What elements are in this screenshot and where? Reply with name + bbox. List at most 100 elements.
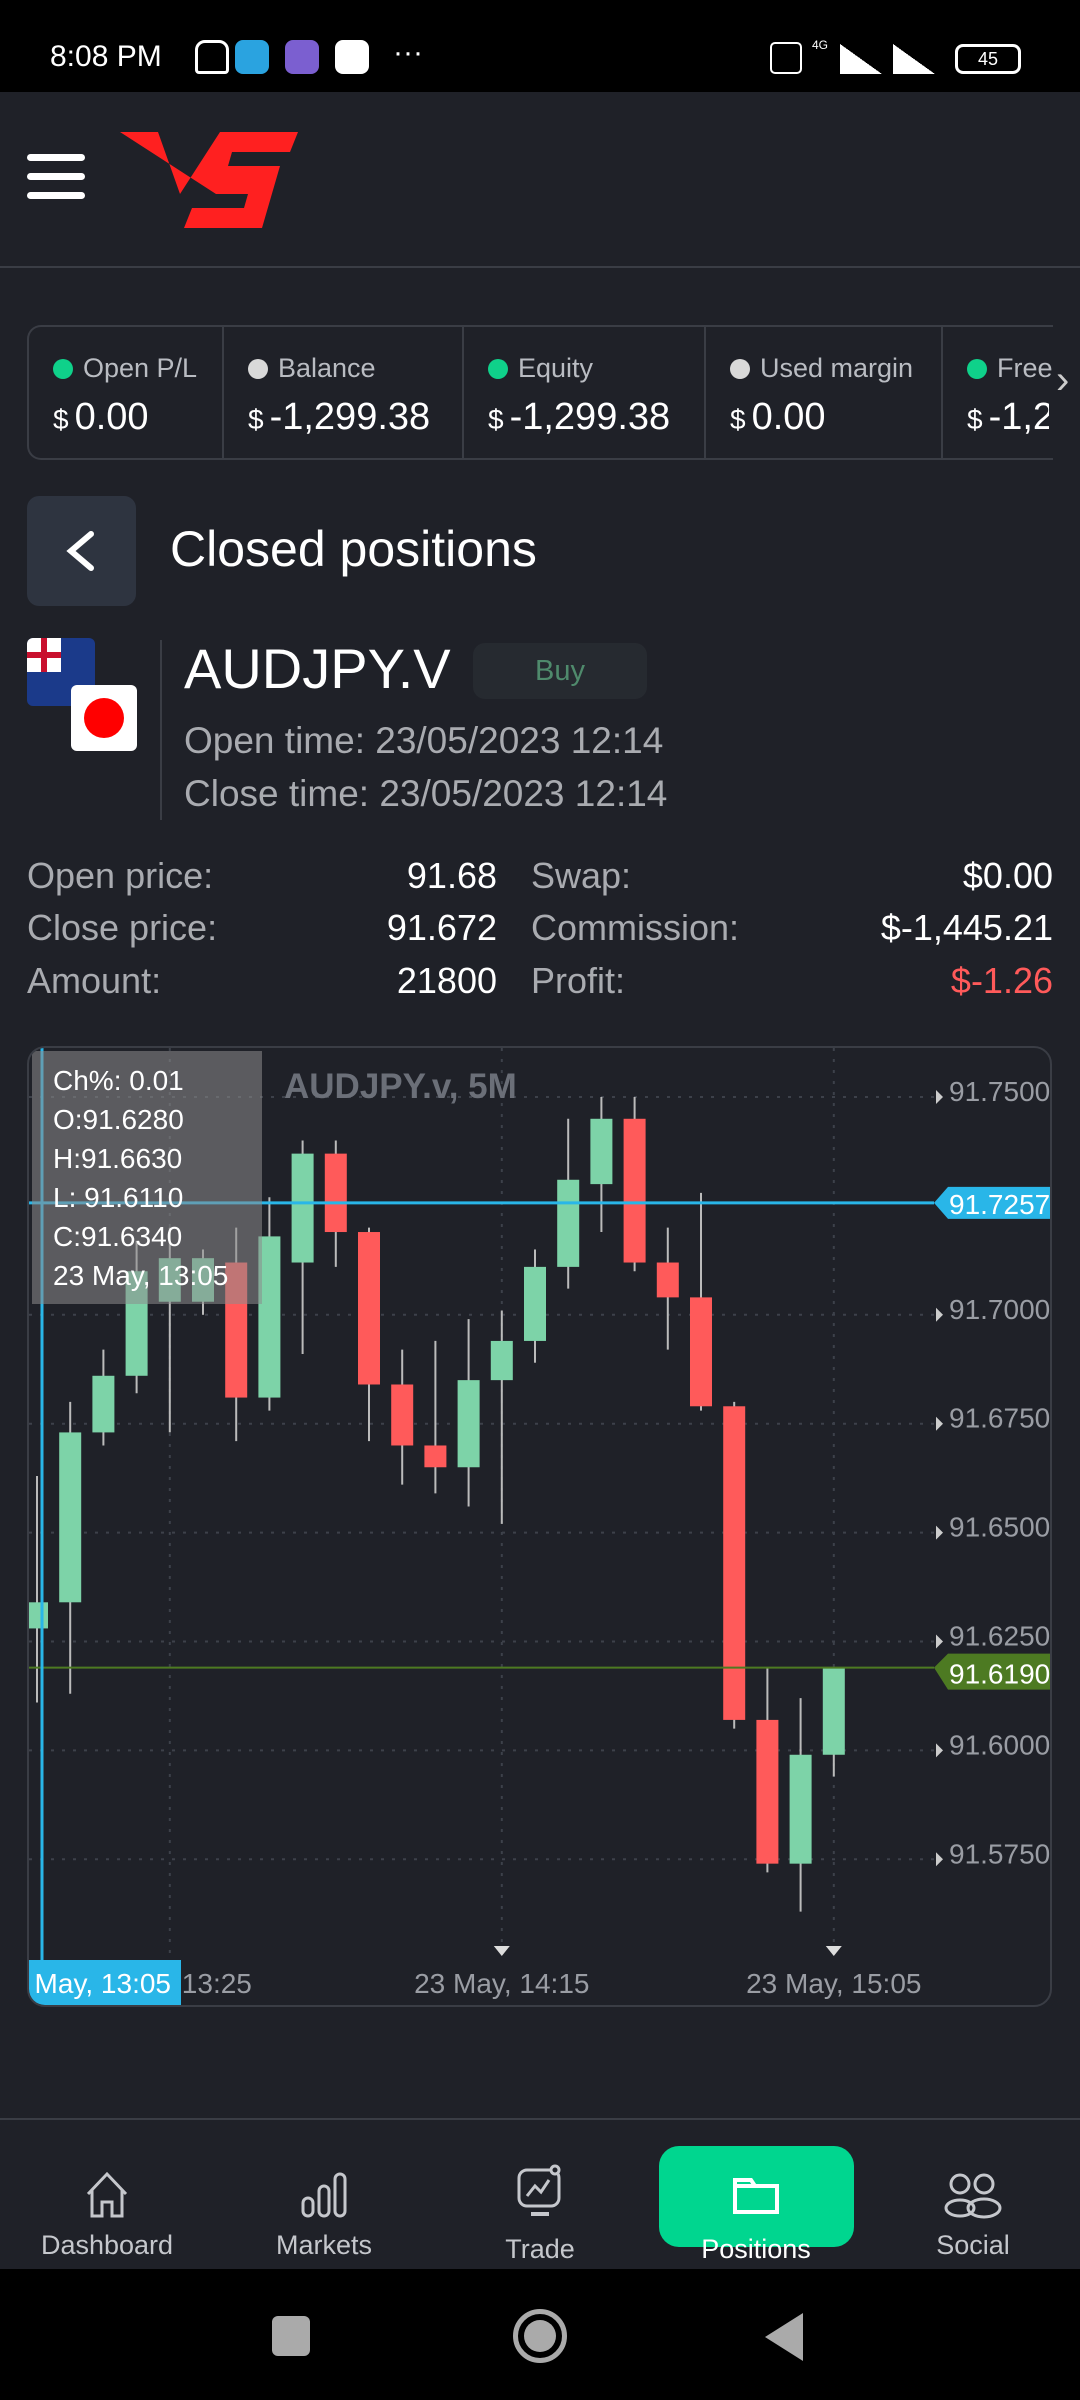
nav-markets[interactable]: Markets [224,2120,424,2271]
viber-icon [285,40,319,74]
candle-body [590,1118,613,1185]
tooltip-high: H:91.6630 [53,1143,182,1174]
candle-body [789,1754,812,1864]
account-summary[interactable]: Open P/L $0.00 Balance $ -1,299.38 Equity $ -1,… [27,325,1053,460]
folder-icon [656,2150,856,2220]
summary-label: Balance [278,353,376,383]
candle [92,1349,115,1446]
candle-body [59,1432,82,1603]
candle [656,1227,679,1350]
summary-value-row: $ -1,2 [967,396,1053,439]
logo [120,130,298,230]
nav-social[interactable]: Social [873,2120,1073,2271]
signal-icon [840,44,882,74]
candle-body [723,1406,746,1720]
candle [391,1349,414,1485]
summary-cell: Free $ -1,2 [943,327,1053,458]
detail-label: Profit: [531,960,626,1001]
close-time: Close time: 23/05/2023 12:14 [184,773,668,814]
summary-value: 0.00 [74,396,149,438]
bottom-nav: Dashboard Markets Trade Positions Social [0,2118,1080,2269]
candle [424,1340,447,1494]
detail-value: 91.672 [386,907,497,948]
x-tick-marker-icon [825,1946,842,1956]
x-tick-marker-icon [493,1946,510,1956]
candle-body [29,1602,48,1629]
currency-symbol: $ [248,404,264,435]
users-icon [873,2150,1073,2220]
currency-symbol: $ [967,404,983,435]
crosshair-time-tag [29,1960,181,2005]
status-dot-icon [730,358,750,379]
telegram-icon [235,40,269,74]
x-tick-label: 13:25 [182,1968,252,1999]
summary-value: -1,2 [988,396,1049,438]
network-type: 4G [812,38,829,52]
back-nav-button[interactable] [765,2313,803,2361]
menu-icon[interactable] [27,154,85,211]
current-price-label: 91.6190 [949,1659,1050,1690]
candle [723,1401,746,1729]
tooltip-close: C:91.6340 [53,1221,182,1252]
detail-value: 21800 [396,960,497,1001]
nav-dashboard[interactable]: Dashboard [7,2120,207,2271]
tooltip-time: 23 May, 13:05 [53,1260,228,1291]
summary-cell: Used margin $0.00 [706,327,943,458]
crosshair-price-label: 91.7257 [949,1189,1050,1220]
candle-body [490,1340,513,1381]
summary-value-row: $0.00 [730,396,941,439]
open-time: Open time: 23/05/2023 12:14 [184,720,664,761]
candle-body [424,1445,447,1468]
candle [291,1140,314,1355]
home-icon [7,2150,207,2220]
summary-label: Free [997,353,1053,383]
y-tick-label: 91.6750 [949,1403,1050,1434]
summary-value-row: $0.00 [53,396,222,439]
summary-cell: Open P/L $0.00 [29,327,224,458]
candlestick-chart[interactable]: 91.7500 91.7000 91.6750 91.6500 91.6250 91.60… [29,1048,1052,2007]
candle [358,1227,380,1442]
trade-icon [440,2150,640,2220]
flag-japan-icon [71,685,137,751]
page-title: Closed positions [170,521,537,577]
detail-label: Open price: [27,855,214,896]
summary-label-row: Balance [248,353,462,384]
recents-button[interactable] [272,2316,310,2356]
tick-marker-icon [936,1416,943,1431]
candle [690,1192,712,1411]
candle [258,1197,281,1411]
y-tick-label: 91.5750 [949,1838,1050,1869]
bell-off-icon [195,40,229,74]
candle-body [557,1179,580,1267]
candle-body [291,1153,314,1263]
tooltip-change: Ch%: 0.01 [53,1065,184,1096]
divider [160,640,162,820]
tick-marker-icon [936,1743,943,1758]
summary-label-row: Open P/L [53,353,222,384]
volte-icon [770,42,802,74]
nav-positions[interactable]: Positions [656,2120,856,2271]
scroll-right-icon[interactable]: › [1056,358,1070,402]
candle [457,1319,480,1507]
status-dot-icon [53,358,73,379]
home-button[interactable] [513,2309,567,2363]
summary-value: -1,299.38 [269,396,431,438]
back-button[interactable] [27,496,136,606]
nav-trade[interactable]: Trade [440,2120,640,2271]
candle-body [258,1236,281,1398]
chevron-left-icon [66,531,94,571]
nav-label: Social [936,2230,1010,2260]
status-dot-icon [967,358,987,379]
summary-label-row: Free [967,353,1053,384]
summary-label: Used margin [760,353,914,383]
app-header [0,92,1080,268]
chart-title: AUDJPY.v, 5M [284,1067,517,1106]
price-chart[interactable]: 91.7500 91.7000 91.6750 91.6500 91.6250 91.60… [27,1046,1052,2007]
candle-body [358,1232,380,1385]
battery-icon: 45 [955,44,1021,74]
summary-cell: Equity $ -1,299.38 [464,327,706,458]
tooltip-open: O:91.6280 [53,1104,184,1135]
nav-label: Markets [275,2230,373,2260]
signal-icon-2 [893,44,935,74]
side-badge: Buy [473,643,647,699]
